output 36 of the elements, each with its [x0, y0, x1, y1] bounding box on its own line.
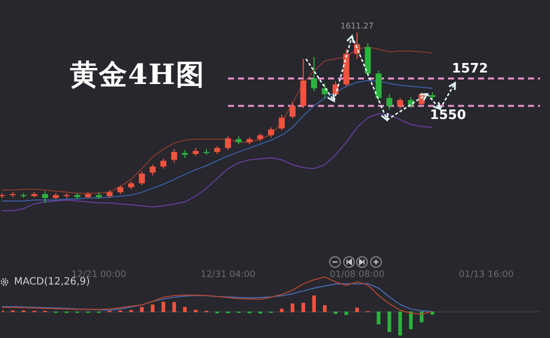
chart-title: MACD(12,26,9): [14, 276, 90, 288]
bar: [140, 306, 144, 312]
text: 黄金4H图: [70, 57, 205, 93]
bar: [398, 312, 402, 336]
bar: [388, 312, 392, 332]
candlestick: [150, 164, 156, 176]
annotation: 1550: [430, 108, 466, 123]
candlestick: [268, 126, 274, 138]
candlestick: [171, 148, 178, 164]
bar: [172, 302, 176, 312]
candlestick: [290, 101, 296, 120]
candlestick: [311, 56, 318, 92]
candlestick: [278, 114, 285, 131]
bar: [301, 302, 306, 312]
candlestick: [138, 171, 145, 186]
bar: [150, 304, 154, 312]
bar: [322, 305, 327, 312]
bar: [290, 303, 294, 312]
x-tick-label: 01/08 08:00: [330, 270, 385, 280]
candlestick: [42, 190, 48, 204]
bar: [312, 295, 316, 312]
candlestick: [386, 94, 392, 110]
candlestick: [397, 98, 404, 110]
bar: [355, 308, 359, 312]
bar: [376, 312, 380, 324]
bar: [183, 306, 187, 312]
bar: [280, 308, 284, 312]
candlestick: [224, 136, 231, 151]
annotation: 1611.27: [340, 21, 374, 30]
bar: [409, 312, 413, 330]
bar: [162, 302, 166, 312]
annotation: 1572: [452, 61, 488, 76]
x-tick-label: 12/31 04:00: [200, 270, 256, 280]
bar: [344, 312, 348, 315]
x-tick-label: 01/13 16:00: [458, 270, 514, 280]
candlestick: [160, 158, 166, 170]
